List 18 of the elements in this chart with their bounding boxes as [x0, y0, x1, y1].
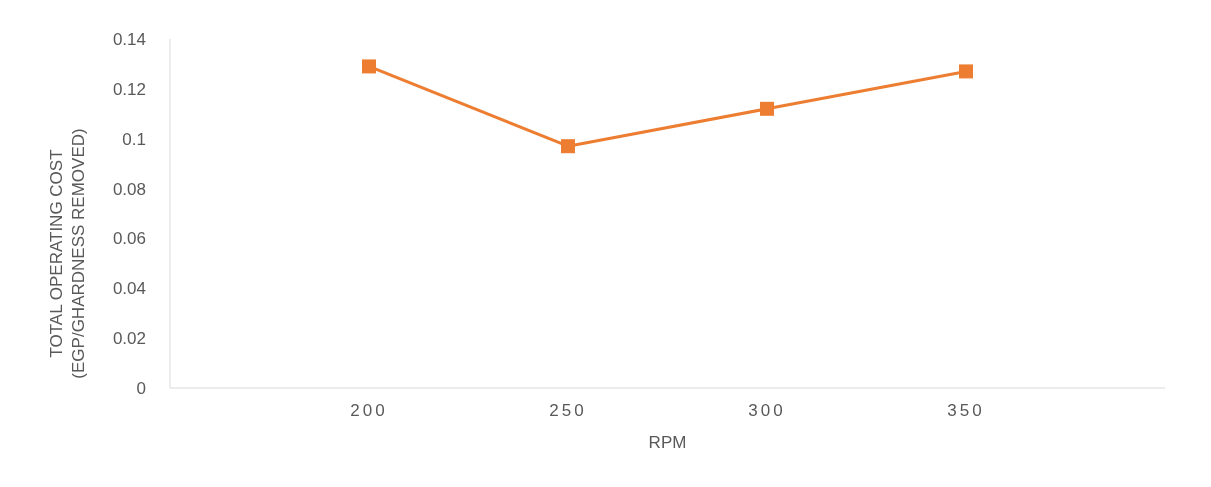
y-tick-label: 0.08: [112, 179, 146, 199]
point: [561, 139, 575, 154]
y-tick-label: 0.04: [112, 279, 146, 299]
x-tick-label: 200: [350, 401, 388, 421]
x-tick-label: 300: [748, 401, 786, 421]
x-tick-label: 250: [549, 401, 587, 421]
x-axis-title: RPM: [648, 433, 687, 453]
y-tick-label: 0.1: [122, 129, 146, 149]
y-tick-label: 0: [136, 379, 146, 399]
point: [362, 59, 376, 74]
y-tick-label: 0.14: [112, 30, 146, 50]
y-tick-label: 0.06: [112, 229, 146, 249]
point: [959, 64, 973, 79]
x-tick-label: 350: [947, 401, 985, 421]
y-tick-label: 0.02: [112, 329, 146, 349]
point: [760, 101, 774, 116]
y-axis-title: TOTAL OPERATING COST (EGP/GHARDNESS REMOVED): [47, 128, 88, 379]
y-tick-label: 0.12: [112, 79, 146, 99]
